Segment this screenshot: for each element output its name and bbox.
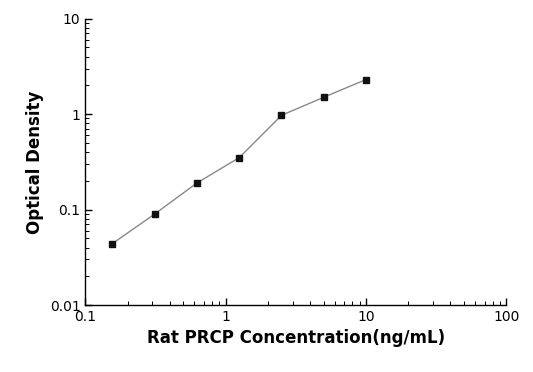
X-axis label: Rat PRCP Concentration(ng/mL): Rat PRCP Concentration(ng/mL)	[147, 330, 445, 347]
Y-axis label: Optical Density: Optical Density	[26, 90, 44, 234]
